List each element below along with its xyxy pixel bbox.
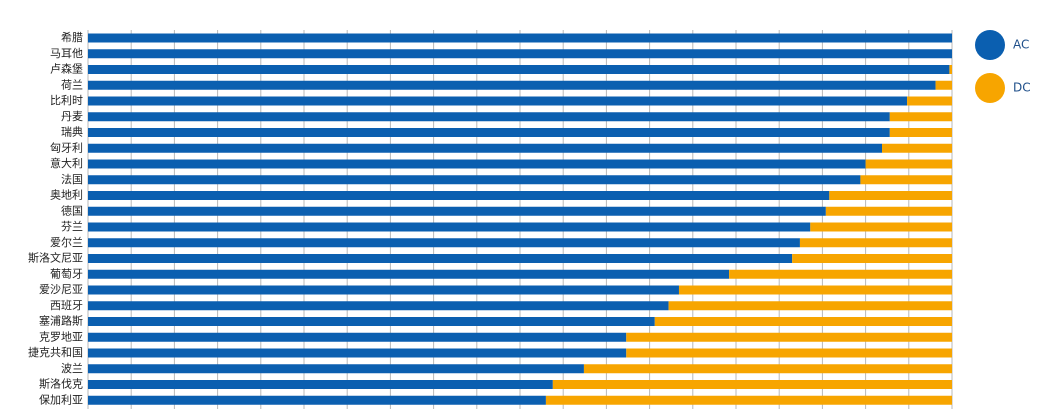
bar-segment [729, 269, 952, 279]
legend-marker [975, 30, 1005, 60]
y-tick-label: 塞浦路斯 [39, 314, 83, 328]
bar-segment [792, 254, 952, 263]
bar-segment [825, 206, 952, 216]
bar-segment [907, 96, 952, 106]
bar-segment [865, 159, 952, 169]
bar-segment [88, 285, 679, 295]
bar-segment [88, 364, 584, 374]
y-tick-label: 斯洛文尼亚 [28, 251, 83, 265]
bar-segment [88, 238, 800, 248]
bar-segment [88, 254, 793, 263]
bar-segment [88, 317, 655, 326]
bar-segment [88, 143, 883, 153]
y-tick-label: 比利时 [50, 94, 83, 107]
y-tick-label: 波兰 [61, 362, 83, 375]
bar-segment [88, 96, 908, 106]
bar-segment [552, 380, 952, 389]
bar-segment [88, 159, 866, 169]
bar-segment [810, 222, 952, 232]
bar-segment [88, 112, 890, 122]
bar-segment [88, 348, 627, 358]
legend-label: AC [1013, 38, 1029, 52]
y-tick-label: 克罗地亚 [39, 330, 83, 343]
y-tick-label: 葡萄牙 [50, 267, 83, 280]
y-tick-label: 法国 [61, 172, 83, 186]
bar-segment [88, 175, 861, 185]
bar-segment [882, 143, 952, 153]
bar-segment [889, 112, 952, 122]
y-tick-label: 荷兰 [61, 78, 83, 91]
bar-segment [88, 269, 730, 279]
y-tick-label: 芬兰 [61, 220, 83, 233]
y-tick-label: 匈牙利 [50, 140, 83, 154]
y-tick-label: 卢森堡 [50, 62, 83, 76]
legend-marker [975, 73, 1005, 103]
bar-segment [583, 364, 952, 374]
bar-segment [88, 380, 553, 389]
bar-segment [654, 317, 952, 326]
y-tick-label: 保加利亚 [39, 392, 83, 406]
y-tick-label: 奥地利 [50, 188, 83, 202]
bar-segment [88, 191, 830, 200]
y-tick-label: 捷克共和国 [28, 345, 83, 359]
bar-segment [88, 222, 811, 232]
bar-segment [860, 175, 952, 185]
bar-segment [626, 332, 952, 342]
bar-segment [88, 395, 546, 405]
y-tick-label: 丹麦 [61, 110, 83, 123]
bar-segment [935, 80, 952, 90]
y-tick-label: 爱尔兰 [50, 236, 83, 249]
bar-segment [799, 238, 952, 248]
y-tick-label: 德国 [61, 203, 83, 217]
bar-segment [88, 65, 950, 74]
bar-segment [678, 285, 952, 295]
bar-segment [889, 128, 952, 137]
bar-segment [829, 191, 952, 200]
y-tick-label: 希腊 [61, 30, 83, 44]
y-tick-label: 爱沙尼亚 [39, 283, 83, 296]
y-tick-label: 瑞典 [61, 125, 83, 139]
bar-segment [88, 49, 952, 59]
y-tick-label: 意大利 [50, 156, 83, 170]
y-tick-label: 斯洛伐克 [39, 377, 83, 391]
bar-segment [88, 80, 936, 90]
bar-segment [545, 395, 952, 405]
bar-segment [88, 301, 669, 311]
bar-segment [88, 128, 890, 137]
bar-segment [668, 301, 952, 311]
y-tick-label: 马耳他 [50, 47, 83, 60]
bar-segment [626, 348, 952, 358]
bar-segment [88, 33, 952, 43]
y-tick-label: 西班牙 [50, 299, 83, 312]
bar-segment [88, 332, 627, 342]
legend-label: DC [1013, 81, 1031, 95]
bar-segment [88, 206, 826, 216]
bar-segment [949, 65, 952, 74]
